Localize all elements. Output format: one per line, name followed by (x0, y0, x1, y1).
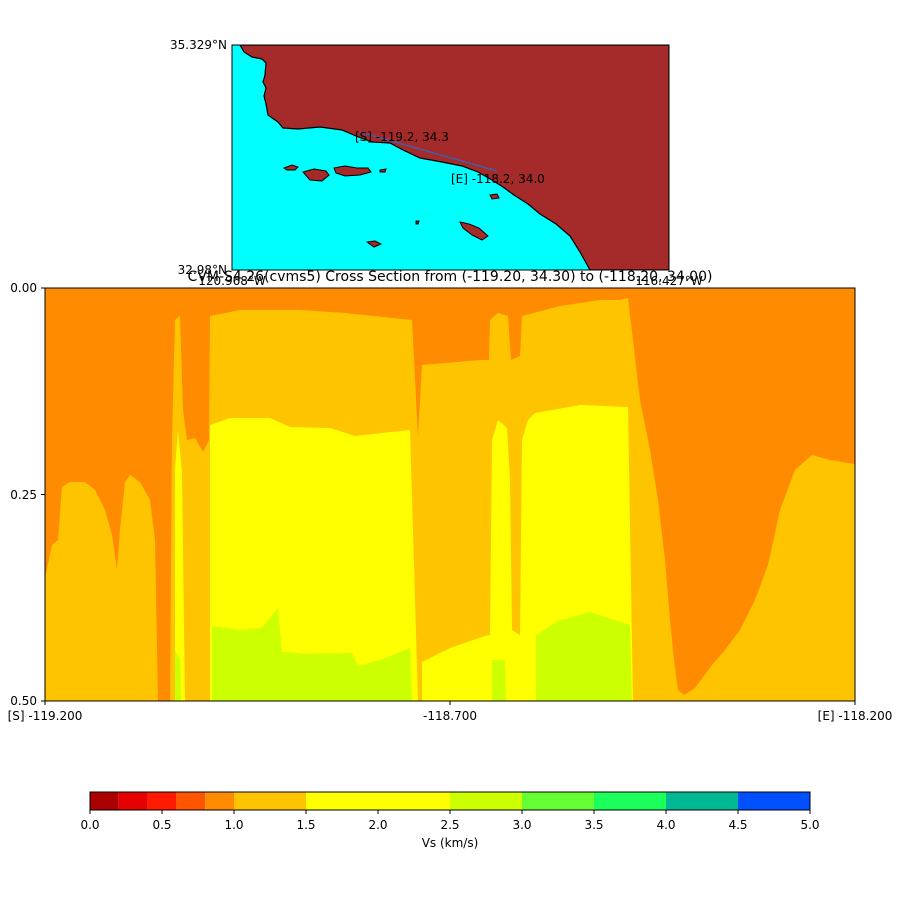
y-tick-label: 0.00 (10, 281, 37, 295)
colorbar-tick-label: 2.5 (440, 818, 459, 832)
map-island (415, 220, 420, 225)
map-lon-right: 116.427°W (635, 274, 703, 288)
profile-line (359, 131, 498, 172)
colorbar-label: Vs (km/s) (422, 836, 479, 850)
colorbar-tick-label: 4.5 (728, 818, 747, 832)
colorbar: 0.0 0.5 1.0 1.5 2.0 2.5 3.0 3.5 4.0 4.5 5.0 Vs (km… (80, 791, 820, 850)
colorbar-bin (738, 792, 810, 810)
x-tick-label: [E] -118.200 (818, 709, 893, 723)
x-axis: [S] -119.200 -118.700 [E] -118.200 (8, 701, 893, 723)
colorbar-bin (234, 792, 306, 810)
map-start-label: [S] -119.2, 34.3 (355, 130, 449, 144)
map-island (379, 168, 387, 173)
map-frame (231, 44, 670, 271)
colorbar-bin (90, 792, 119, 810)
x-tick-label: -118.700 (423, 709, 477, 723)
map-island (282, 164, 299, 171)
map-lat-bottom: 32.98°N (178, 263, 227, 277)
y-tick-label: 0.25 (10, 488, 37, 502)
colorbar-bin (450, 792, 522, 810)
colorbar-tick-label: 1.5 (296, 818, 315, 832)
map-island (489, 193, 500, 200)
colorbar-tick-label: 2.0 (368, 818, 387, 832)
colorbar-bin (118, 792, 148, 810)
map-mainland (239, 45, 669, 270)
colorbar-tick-label: 5.0 (800, 818, 819, 832)
y-tick-label: 0.50 (10, 694, 37, 708)
colorbar-bin (522, 792, 594, 810)
colorbar-bin (176, 792, 206, 810)
y-axis: 0.00 0.25 0.50 (10, 281, 45, 708)
velocity-region-1-5-2-5 (175, 405, 633, 701)
location-map: [S] -119.2, 34.3 [E] -118.2, 34.0 35.329… (170, 38, 703, 288)
map-island (365, 240, 383, 248)
colorbar-tick-label: 4.0 (656, 818, 675, 832)
cross-section-plot: [S] -119.200 -118.700 [E] -118.200 0.00 … (8, 269, 893, 723)
colorbar-bin (594, 792, 666, 810)
map-island (302, 168, 330, 182)
colorbar-bin (666, 792, 738, 810)
colorbar-tick-label: 0.0 (80, 818, 99, 832)
colorbar-tick-label: 1.0 (224, 818, 243, 832)
x-tick-label: [S] -119.200 (8, 709, 83, 723)
map-lat-top: 35.329°N (170, 38, 227, 52)
colorbar-bin (306, 792, 450, 810)
colorbar-bin (147, 792, 177, 810)
map-island (333, 165, 372, 177)
colorbar-bins (90, 792, 810, 810)
colorbar-bin (205, 792, 234, 810)
map-island (459, 221, 489, 241)
colorbar-ticks: 0.0 0.5 1.0 1.5 2.0 2.5 3.0 3.5 4.0 4.5 5.0 (80, 810, 820, 832)
chart-title: CVM-S4.26(cvms5) Cross Section from (-11… (188, 269, 713, 285)
map-lon-left: 120.968°W (198, 274, 266, 288)
colorbar-tick-label: 3.0 (512, 818, 531, 832)
velocity-region-2-5-3-0 (175, 608, 632, 701)
map-end-label: [E] -118.2, 34.0 (451, 172, 545, 186)
colorbar-tick-label: 3.5 (584, 818, 603, 832)
colorbar-tick-label: 0.5 (152, 818, 171, 832)
